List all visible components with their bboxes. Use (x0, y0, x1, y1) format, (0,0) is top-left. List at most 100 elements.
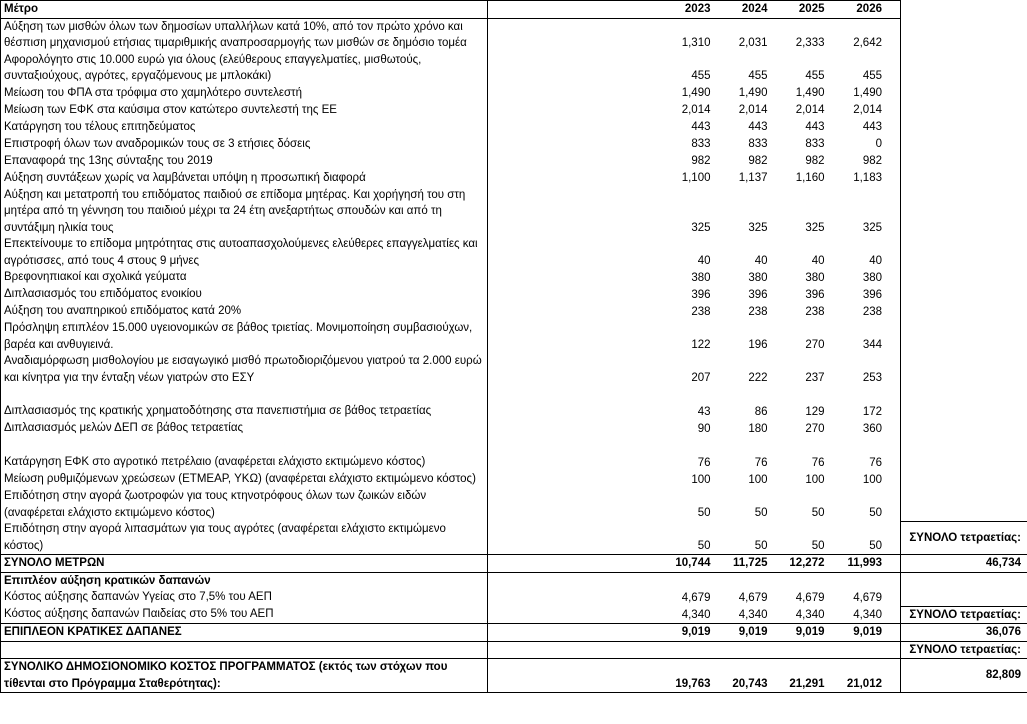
value-2025: 40 (811, 254, 825, 267)
quad-total-cell: ΣΥΝΟΛΟ τετραετίας: (900, 520, 1027, 555)
extra-cell (901, 119, 1027, 136)
value-2024: 2,014 (738, 104, 768, 116)
measure-label: Διπλασιασμός της κρατικής χρηματοδότησης… (0, 403, 488, 420)
value-2023 (488, 641, 714, 659)
extra-cell (901, 187, 1027, 237)
column-header-measure: Μέτρο (0, 0, 488, 19)
measure-label: Κατάργηση ΕΦΚ στο αγροτικό πετρέλαιο (αν… (0, 454, 488, 471)
table-row: Κατάργηση ΕΦΚ στο αγροτικό πετρέλαιο (αν… (0, 454, 1027, 471)
value-2025 (771, 437, 828, 454)
value-2023: 4,679 (681, 591, 711, 604)
measure-label: Πρόσληψη επιπλέον 15.000 υγειονομικών σε… (0, 320, 488, 353)
value-2024: 40 (754, 254, 768, 267)
table-row: Κόστος αύξησης δαπανών Παιδείας στο 5% τ… (0, 605, 1027, 624)
value-2024: 11,725 (713, 554, 771, 573)
value-2024: 100 (748, 473, 768, 486)
measure-label: Επαναφορά της 13ης σύνταξης του 2019 (0, 152, 488, 170)
value-2025 (771, 641, 828, 659)
value-2024: 325 (748, 221, 768, 234)
measure-label: Μείωση του ΦΠΑ στα τρόφιμα στο χαμηλότερ… (0, 84, 488, 102)
table-body: Αύξηση των μισθών όλων των δημοσίων υπαλ… (0, 18, 1027, 693)
table-row: Κατάργηση του τέλους επιτηδεύματος 443 443… (0, 118, 1027, 136)
column-header-2026: 2026 (827, 0, 901, 19)
value-2025: 129 (805, 405, 825, 418)
measure-label (0, 641, 488, 659)
table-row: Μείωση ρυθμιζόμενων χρεώσεων (ΕΤΜΕΑΡ, ΥΚ… (0, 471, 1027, 488)
value-2026 (827, 437, 901, 454)
value-2023 (488, 437, 714, 454)
value-2025: 455 (805, 70, 825, 82)
spacer-row (0, 386, 1027, 403)
extra-cell (901, 353, 1027, 386)
row-grand-total: ΣΥΝΟΛΙΚΟ ΔΗΜΟΣΙΟΝΟΜΙΚΟ ΚΟΣΤΟΣ ΠΡΟΓΡΑΜΜΑΤ… (0, 658, 1027, 693)
measure-label: Κόστος αύξησης δαπανών Υγείας στο 7,5% τ… (0, 589, 488, 606)
extra-cell (901, 18, 1027, 52)
value-2026: 50 (827, 521, 901, 555)
table-row: Επιδότηση στην αγορά λιπασμάτων για τους… (0, 520, 1027, 555)
value-2025: 237 (805, 371, 825, 384)
extra-cell (901, 471, 1027, 488)
quad-total-cell: 46,734 (900, 554, 1027, 573)
measure-label: Μείωση ρυθμιζόμενων χρεώσεων (ΕΤΜΕΑΡ, ΥΚ… (0, 471, 488, 488)
extra-cell (901, 52, 1027, 85)
value-2026: 455 (827, 51, 901, 85)
measure-label: Διπλασιασμός μελών ΔΕΠ σε βάθος τετραετί… (0, 420, 488, 437)
measure-label: Αφορολόγητο στις 10.000 ευρώ για όλους (… (0, 51, 488, 85)
value-2023: 238 (691, 305, 711, 318)
value-2024: 443 (748, 121, 768, 133)
value-2025: 21,291 (770, 658, 828, 693)
column-header-2023: 2023 (487, 0, 714, 19)
quad-total-cell: 82,809 (900, 658, 1027, 693)
value-2025: 2,333 (795, 37, 825, 49)
value-2023: 4,340 (681, 608, 711, 621)
value-2024: 982 (748, 155, 768, 167)
value-2024 (714, 437, 771, 454)
value-2026: 40 (827, 236, 901, 269)
value-2024: 1,137 (738, 172, 768, 184)
value-2023: 76 (697, 456, 711, 469)
value-2024: 4,679 (738, 591, 768, 604)
value-2025: 325 (805, 221, 825, 234)
value-2025: 1,490 (795, 87, 825, 99)
table-row: Αναδιαμόρφωση μισθολογίου με εισαγωγικό … (0, 353, 1027, 386)
extra-cell (901, 403, 1027, 420)
value-2026: 1,183 (827, 169, 901, 187)
value-2023: 396 (691, 288, 711, 301)
table-row: Διπλασιασμός της κρατικής χρηματοδότησης… (0, 403, 1027, 420)
value-2026: 76 (827, 454, 901, 471)
value-2024 (714, 386, 771, 403)
value-2026: 50 (827, 488, 901, 521)
quad-total-cell: ΣΥΝΟΛΟ τετραετίας: (900, 605, 1027, 624)
value-2025 (771, 572, 828, 589)
value-2023: 50 (697, 539, 711, 552)
measure-label: Μείωση των ΕΦΚ στα καύσιμα στον κατώτερο… (0, 101, 488, 119)
value-2023: 982 (691, 155, 711, 167)
table-row: Πρόσληψη επιπλέον 15.000 υγειονομικών σε… (0, 320, 1027, 353)
value-2026: 344 (827, 320, 901, 353)
value-2026: 253 (827, 353, 901, 386)
value-2025: 4,340 (795, 608, 825, 621)
value-2025: 396 (805, 288, 825, 301)
value-2026: 21,012 (827, 658, 901, 693)
value-2024: 455 (748, 70, 768, 82)
extra-cell (901, 286, 1027, 303)
value-2026: 2,642 (827, 18, 901, 52)
value-2026: 0 (827, 135, 901, 153)
value-2024 (714, 641, 771, 659)
value-2026: 2,014 (827, 101, 901, 119)
value-2024: 20,743 (713, 658, 771, 693)
value-2025: 76 (811, 456, 825, 469)
measure-label: Αύξηση των μισθών όλων των δημοσίων υπαλ… (0, 18, 488, 52)
measure-label: ΣΥΝΟΛΙΚΟ ΔΗΜΟΣΙΟΝΟΜΙΚΟ ΚΟΣΤΟΣ ΠΡΟΓΡΑΜΜΑΤ… (0, 658, 488, 693)
value-2024: 50 (754, 506, 768, 519)
spacer-row: ΣΥΝΟΛΟ τετραετίας: (0, 640, 1027, 659)
value-2026: 443 (827, 118, 901, 136)
value-2023: 2,014 (681, 104, 711, 116)
measure-label: Αύξηση του αναπηρικού επιδόματος κατά 20… (0, 303, 488, 320)
value-2025: 50 (811, 506, 825, 519)
measure-label (0, 386, 488, 403)
extra-cell (901, 85, 1027, 102)
value-2026: 172 (827, 403, 901, 420)
value-2023: 100 (691, 473, 711, 486)
measure-label: ΣΥΝΟΛΟ ΜΕΤΡΩΝ (0, 554, 488, 573)
